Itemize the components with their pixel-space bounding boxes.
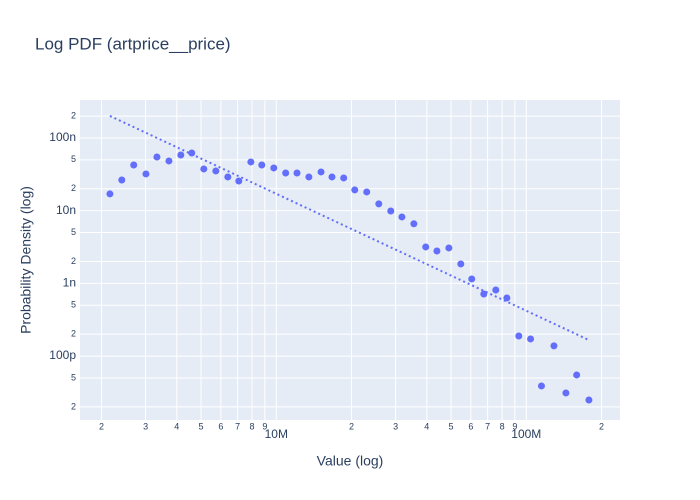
x-tick-label: 6 (468, 421, 473, 431)
point (305, 173, 313, 181)
x-tick-label: 100M (511, 427, 541, 441)
point (480, 290, 488, 298)
y-tick-label: 2 (71, 256, 76, 266)
marks (106, 115, 593, 404)
point (270, 164, 278, 172)
point (433, 247, 441, 255)
point (387, 207, 395, 215)
point (153, 153, 161, 161)
point (457, 260, 465, 268)
x-tick-label: 9 (262, 421, 267, 431)
point (468, 275, 476, 283)
point (515, 332, 523, 340)
y-tick-label: 1n (63, 276, 76, 290)
x-tick-label: 8 (250, 421, 255, 431)
x-tick-label: 4 (424, 421, 429, 431)
point (200, 165, 208, 173)
x-tick-label: 2 (599, 421, 604, 431)
point (503, 294, 511, 302)
x-tick-label: 3 (393, 421, 398, 431)
point (562, 389, 570, 397)
point (177, 151, 185, 159)
point (573, 371, 581, 379)
point (585, 396, 593, 404)
y-tick-label: 5 (71, 372, 76, 382)
point (410, 220, 418, 228)
point (224, 173, 232, 181)
x-tick-label: 5 (199, 421, 204, 431)
point (351, 186, 359, 194)
point (317, 168, 325, 176)
point (445, 244, 453, 252)
point (130, 161, 138, 169)
point (492, 286, 500, 294)
x-tick-label: 4 (174, 421, 179, 431)
x-tick-label: 2 (99, 421, 104, 431)
y-tick-label: 100n (49, 130, 76, 144)
x-tick-label: 3 (143, 421, 148, 431)
y-tick-label: 2 (71, 183, 76, 193)
point (537, 382, 545, 390)
x-tick-label: 7 (235, 421, 240, 431)
point (235, 177, 243, 185)
point (212, 167, 220, 175)
point (527, 335, 535, 343)
point (398, 213, 406, 221)
point (106, 190, 114, 198)
point (340, 174, 348, 182)
chart-title: Log PDF (artprice__price) (35, 34, 231, 53)
point (550, 342, 558, 350)
x-tick-label: 2 (349, 421, 354, 431)
y-tick-label: 5 (71, 300, 76, 310)
y-tick-label: 2 (71, 401, 76, 411)
point (282, 169, 290, 177)
point (247, 158, 255, 166)
y-tick-label: 5 (71, 154, 76, 164)
y-axis-label: Probability Density (log) (18, 186, 34, 334)
x-tick-label: 5 (449, 421, 454, 431)
point (142, 170, 150, 178)
x-tick-label: 8 (500, 421, 505, 431)
x-axis-label: Value (log) (317, 453, 384, 469)
y-tick-label: 2 (71, 329, 76, 339)
y-tick-label: 5 (71, 227, 76, 237)
point (363, 188, 371, 196)
plot-area (80, 100, 620, 420)
y-tick-label: 2 (71, 110, 76, 120)
point (293, 169, 301, 177)
x-tick-label: 10M (265, 427, 288, 441)
point (188, 149, 196, 157)
point (118, 176, 126, 184)
point (258, 161, 266, 169)
grid (80, 100, 620, 420)
y-tick-label: 10n (56, 203, 76, 217)
point (165, 157, 173, 165)
x-tick-label: 7 (485, 421, 490, 431)
fit-line (109, 115, 590, 341)
y-tick-label: 100p (49, 348, 76, 362)
point (375, 200, 383, 208)
point (422, 243, 430, 251)
x-tick-label: 6 (218, 421, 223, 431)
point (328, 173, 336, 181)
x-tick-label: 9 (512, 421, 517, 431)
